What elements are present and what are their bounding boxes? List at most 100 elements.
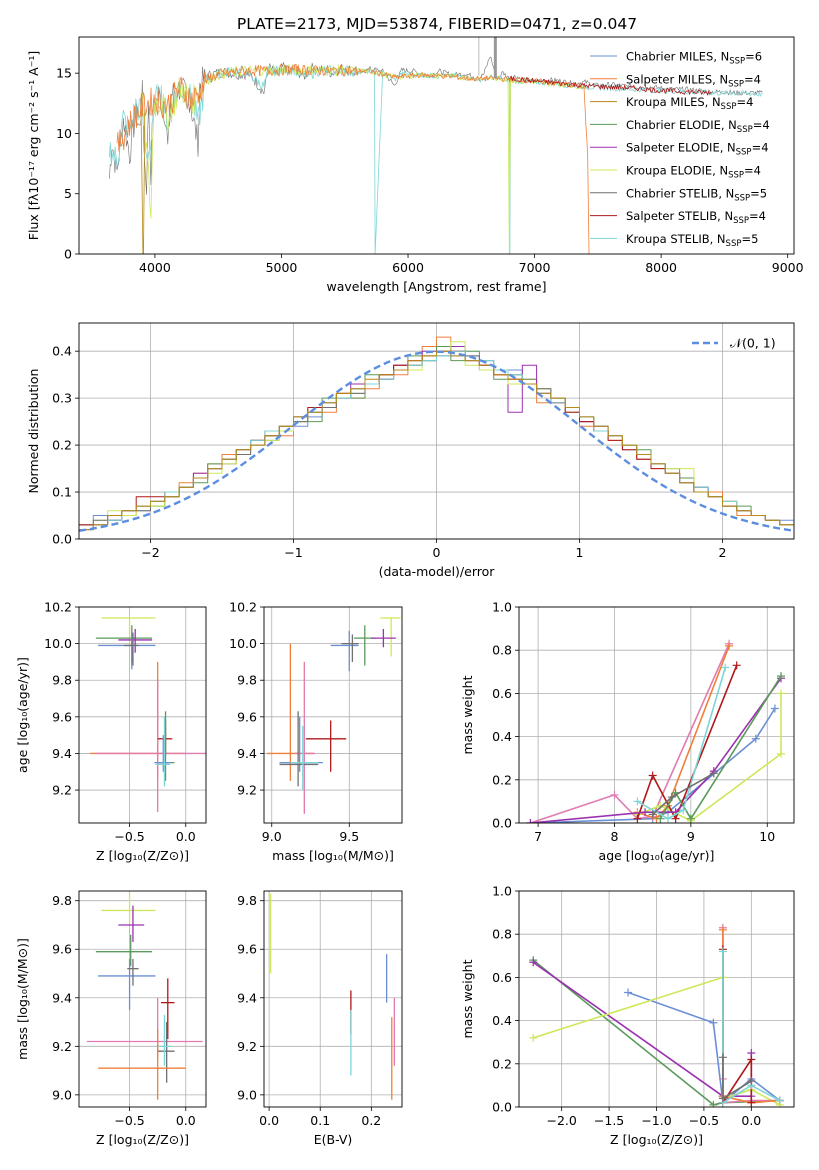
y-axis-label: Normed distribution	[26, 369, 41, 494]
mass-weight-line-salpeter-stelib	[636, 665, 738, 820]
figure-title: PLATE=2173, MJD=53874, FIBERID=0471, z=0…	[237, 15, 637, 33]
y-tick-label: 0.1	[52, 485, 72, 500]
spectrum-line-kroupa-stelib	[109, 64, 763, 254]
mass-weight-marker	[751, 734, 760, 743]
spectrum-panel: 4000 5000 6000 7000 8000 9000 0 5 10 15 wavelength…	[26, 36, 804, 294]
x-tick-label: 0.0	[259, 1113, 279, 1128]
y-tick-label: 1.0	[492, 884, 512, 899]
legend-label: Salpeter STELIB, NSSP=4	[626, 209, 766, 226]
mass-vs-ebv-panel: 0.0 0.1 0.2 9.0 9.2 9.4 9.6 9.8 E(B-V)	[237, 890, 403, 1147]
x-tick-label: 0.0	[176, 829, 196, 844]
legend-label: Kroupa STELIB, NSSP=5	[626, 232, 758, 249]
x-tick-label: 6000	[392, 260, 424, 275]
mass-weight-marker	[777, 749, 786, 758]
y-axis-label: mass [log₁₀(M/M⊙)]	[15, 938, 30, 1060]
x-tick-label: 9000	[772, 260, 804, 275]
normal-curve	[79, 350, 794, 532]
mass-weight-marker	[718, 925, 727, 934]
x-tick-label: −1	[284, 545, 302, 560]
mass-weight-marker	[663, 814, 672, 823]
plot-area	[90, 617, 206, 813]
x-tick-label: 7	[534, 829, 542, 844]
axes-frame	[78, 890, 207, 1108]
mass-weight-marker	[641, 808, 650, 817]
mass-weight-line-chabrier-miles	[530, 708, 776, 823]
y-tick-label: 9.2	[52, 1039, 72, 1054]
legend-label: Salpeter MILES, NSSP=4	[626, 72, 761, 89]
y-tick-label: 10	[56, 126, 72, 141]
legend-label: Salpeter ELODIE, NSSP=4	[626, 141, 769, 158]
x-tick-label: 8000	[645, 260, 677, 275]
mass-weight-line-kroupa-stelib	[637, 667, 727, 820]
x-axis-label: E(B-V)	[314, 1132, 353, 1147]
y-tick-label: 0.3	[52, 391, 72, 406]
y-tick-label: 1.0	[492, 600, 512, 615]
legend-label: 𝒩(0, 1)	[730, 336, 776, 351]
x-tick-label: 5000	[266, 260, 298, 275]
mass-weight-marker	[777, 689, 786, 698]
x-tick-label: −0.5	[689, 1113, 719, 1128]
x-axis-label: Z [log₁₀(Z/Z⊙)]	[96, 1132, 189, 1147]
massweight-vs-age-panel: 7 8 9 10 0.0 0.2 0.4 0.6 0.8 1.0 age [log₁₀(age/yr…	[460, 600, 795, 863]
axes-frame	[78, 36, 795, 255]
axes-frame	[518, 890, 795, 1108]
mass-weight-marker	[770, 704, 779, 713]
axes-frame	[518, 606, 795, 824]
y-tick-label: 0.8	[492, 927, 512, 942]
legend-label: Chabrier STELIB, NSSP=5	[626, 186, 767, 203]
spectrum-line-salpeter-stelib	[508, 75, 712, 96]
legend: Chabrier MILES, NSSP=6 Salpeter MILES, NS…	[590, 50, 770, 249]
y-tick-label: 0.2	[492, 1056, 512, 1071]
y-tick-label: 10.2	[44, 600, 72, 615]
y-tick-label: 9.2	[237, 783, 257, 798]
y-axis-label: age [log₁₀(age/yr)]	[15, 657, 30, 773]
y-tick-label: 9.8	[237, 673, 257, 688]
y-tick-label: 9.4	[52, 746, 72, 761]
residual-histogram-panel: −2 −1 0 1 2 0.0 0.1 0.2 0.3 0.4 (data-model)/error…	[26, 322, 795, 579]
mass-weight-marker	[633, 814, 642, 823]
x-axis-label: wavelength [Angstrom, rest frame]	[326, 279, 546, 294]
mass-weight-marker	[529, 1033, 538, 1042]
massweight-vs-z-panel: −2.0 −1.5 −1.0 −0.5 0.0 0.0 0.2 0.4 0.6 0.8 1.0 Z […	[460, 884, 795, 1147]
y-tick-label: 9.2	[237, 1039, 257, 1054]
mass-weight-marker	[721, 663, 730, 672]
mass-weight-marker	[610, 790, 619, 799]
mass-weight-marker	[667, 793, 676, 802]
y-tick-label: 0.2	[492, 772, 512, 787]
y-tick-label: 0.0	[52, 532, 72, 547]
x-tick-label: 2	[719, 545, 727, 560]
y-tick-label: 0.4	[492, 729, 512, 744]
age-vs-z-panel: −0.5 0.0 9.2 9.4 9.6 9.8 10.0 10.2 Z [log₁₀(Z/Z⊙…	[15, 600, 207, 863]
mass-weight-marker	[747, 1098, 756, 1107]
mass-weight-marker	[709, 1100, 718, 1107]
y-tick-label: 9.8	[237, 893, 257, 908]
plot-area	[269, 893, 395, 1100]
legend-label: Chabrier MILES, NSSP=6	[626, 50, 762, 67]
plot-area	[79, 336, 794, 532]
mass-weight-marker	[747, 1077, 756, 1086]
axes-frame	[78, 606, 207, 824]
y-axis-label: mass weight	[460, 959, 475, 1038]
mass-weight-marker	[679, 806, 688, 815]
y-tick-label: 9.4	[237, 990, 257, 1005]
x-tick-label: −0.5	[114, 829, 144, 844]
y-tick-label: 9.6	[237, 709, 257, 724]
y-tick-label: 0.4	[52, 344, 72, 359]
mass-weight-marker	[648, 810, 657, 819]
y-tick-label: 10.0	[44, 636, 72, 651]
y-tick-label: 15	[56, 66, 72, 81]
y-tick-label: 9.0	[52, 1087, 72, 1102]
y-tick-label: 5	[64, 186, 72, 201]
mass-weight-marker	[529, 958, 538, 967]
mass-weight-marker	[526, 819, 535, 823]
x-tick-label: 9.5	[339, 829, 359, 844]
mass-weight-line-salpeter-elodie	[532, 961, 753, 1097]
x-tick-label: 10	[759, 829, 775, 844]
mass-weight-marker	[718, 947, 727, 956]
x-tick-label: 0.1	[310, 1113, 330, 1128]
x-tick-label: −2	[141, 545, 159, 560]
mass-weight-line-salpeter-miles	[637, 645, 730, 820]
x-tick-label: 1	[576, 545, 584, 560]
mass-vs-z-panel: −0.5 0.0 9.0 9.2 9.4 9.6 9.8 Z [log₁₀(Z/Z⊙)] mas…	[15, 890, 207, 1147]
y-tick-label: 9.0	[237, 1087, 257, 1102]
